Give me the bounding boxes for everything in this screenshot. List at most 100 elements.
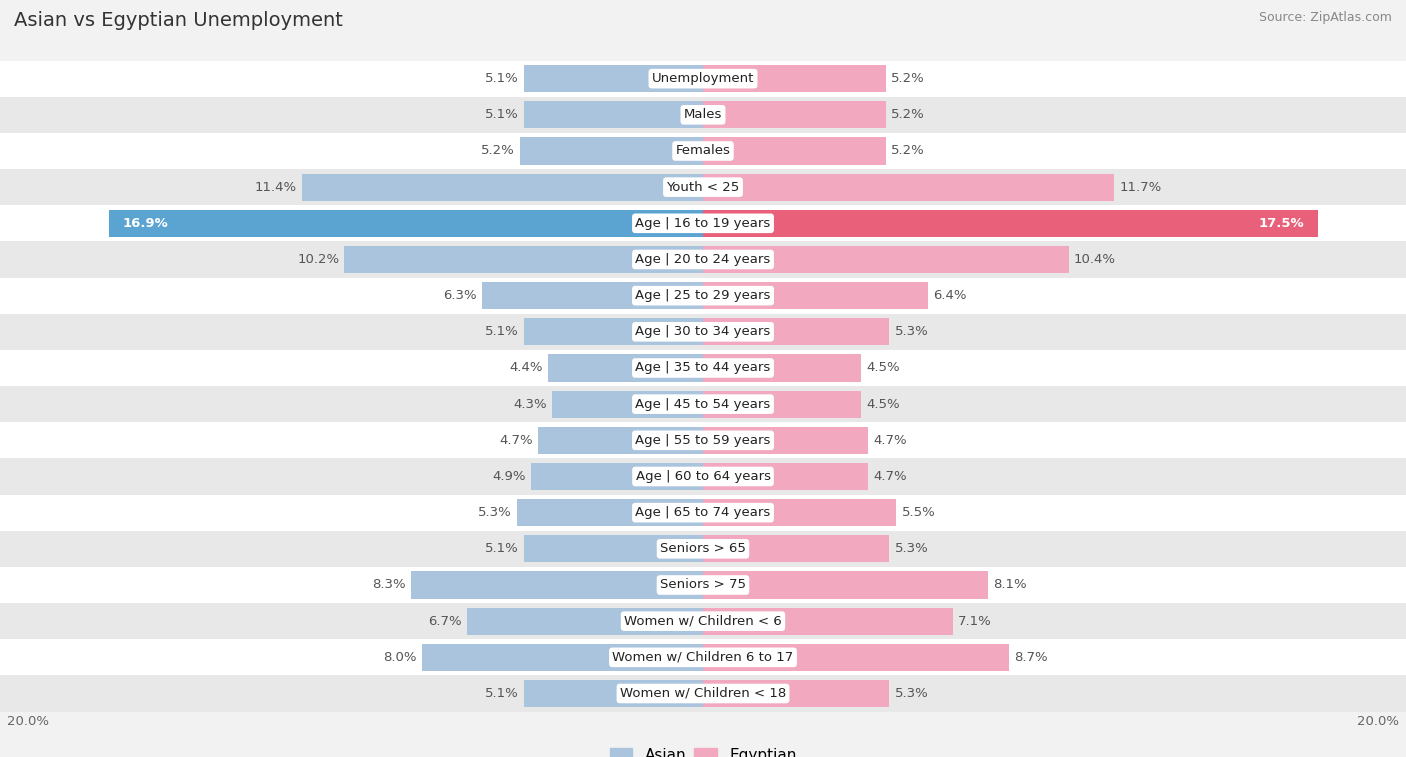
Text: Age | 45 to 54 years: Age | 45 to 54 years <box>636 397 770 410</box>
Text: Women w/ Children < 18: Women w/ Children < 18 <box>620 687 786 700</box>
Bar <box>537 427 703 454</box>
Text: 5.1%: 5.1% <box>485 72 519 85</box>
Text: Males: Males <box>683 108 723 121</box>
Bar <box>703 210 1319 237</box>
Text: 20.0%: 20.0% <box>7 715 49 728</box>
Bar <box>524 101 703 129</box>
Text: 5.1%: 5.1% <box>485 542 519 556</box>
Text: 8.1%: 8.1% <box>993 578 1026 591</box>
Text: 17.5%: 17.5% <box>1258 217 1305 230</box>
Bar <box>0 422 1406 459</box>
Text: Age | 20 to 24 years: Age | 20 to 24 years <box>636 253 770 266</box>
Text: 5.2%: 5.2% <box>891 72 925 85</box>
Text: Seniors > 75: Seniors > 75 <box>659 578 747 591</box>
Text: 6.7%: 6.7% <box>429 615 463 628</box>
Text: 5.3%: 5.3% <box>478 506 512 519</box>
Bar <box>551 391 703 418</box>
Text: 10.2%: 10.2% <box>297 253 339 266</box>
Bar <box>703 680 889 707</box>
Bar <box>524 535 703 562</box>
Text: 16.9%: 16.9% <box>124 217 169 230</box>
Text: 7.1%: 7.1% <box>957 615 991 628</box>
Bar <box>703 391 860 418</box>
Bar <box>110 210 703 237</box>
Bar <box>520 138 703 164</box>
Bar <box>703 65 886 92</box>
Bar <box>0 494 1406 531</box>
Bar <box>703 246 1069 273</box>
Bar <box>0 386 1406 422</box>
Bar <box>0 205 1406 241</box>
Text: Women w/ Children 6 to 17: Women w/ Children 6 to 17 <box>613 651 793 664</box>
Text: Age | 25 to 29 years: Age | 25 to 29 years <box>636 289 770 302</box>
Bar <box>548 354 703 382</box>
Bar <box>344 246 703 273</box>
Bar <box>703 101 886 129</box>
Text: 5.3%: 5.3% <box>894 326 928 338</box>
Text: 5.1%: 5.1% <box>485 687 519 700</box>
Bar <box>703 608 953 634</box>
Text: 4.9%: 4.9% <box>492 470 526 483</box>
Legend: Asian, Egyptian: Asian, Egyptian <box>603 742 803 757</box>
Bar <box>0 278 1406 313</box>
Text: Youth < 25: Youth < 25 <box>666 181 740 194</box>
Text: 5.2%: 5.2% <box>891 108 925 121</box>
Bar <box>412 572 703 599</box>
Text: 8.7%: 8.7% <box>1014 651 1047 664</box>
Bar <box>422 643 703 671</box>
Text: 5.2%: 5.2% <box>891 145 925 157</box>
Text: Age | 55 to 59 years: Age | 55 to 59 years <box>636 434 770 447</box>
Text: 5.2%: 5.2% <box>481 145 515 157</box>
Bar <box>302 173 703 201</box>
Bar <box>703 499 897 526</box>
Text: Females: Females <box>675 145 731 157</box>
Text: 10.4%: 10.4% <box>1074 253 1116 266</box>
Text: 6.3%: 6.3% <box>443 289 477 302</box>
Bar <box>703 282 928 309</box>
Bar <box>524 318 703 345</box>
Bar <box>0 639 1406 675</box>
Bar <box>0 313 1406 350</box>
Bar <box>0 97 1406 133</box>
Bar <box>0 531 1406 567</box>
Bar <box>0 61 1406 97</box>
Bar <box>703 138 886 164</box>
Bar <box>0 603 1406 639</box>
Text: Age | 16 to 19 years: Age | 16 to 19 years <box>636 217 770 230</box>
Bar <box>703 572 987 599</box>
Text: Seniors > 65: Seniors > 65 <box>659 542 747 556</box>
Bar <box>517 499 703 526</box>
Bar <box>0 675 1406 712</box>
Text: 11.4%: 11.4% <box>254 181 297 194</box>
Bar <box>0 350 1406 386</box>
Bar <box>0 133 1406 169</box>
Text: 4.5%: 4.5% <box>866 397 900 410</box>
Text: 4.7%: 4.7% <box>873 434 907 447</box>
Text: Age | 35 to 44 years: Age | 35 to 44 years <box>636 362 770 375</box>
Bar <box>481 282 703 309</box>
Text: Women w/ Children < 6: Women w/ Children < 6 <box>624 615 782 628</box>
Bar <box>467 608 703 634</box>
Text: 8.0%: 8.0% <box>382 651 416 664</box>
Text: Age | 30 to 34 years: Age | 30 to 34 years <box>636 326 770 338</box>
Text: Source: ZipAtlas.com: Source: ZipAtlas.com <box>1258 11 1392 24</box>
Text: 11.7%: 11.7% <box>1119 181 1161 194</box>
Text: Unemployment: Unemployment <box>652 72 754 85</box>
Text: 4.7%: 4.7% <box>499 434 533 447</box>
Bar <box>703 643 1010 671</box>
Bar <box>524 680 703 707</box>
Text: Age | 65 to 74 years: Age | 65 to 74 years <box>636 506 770 519</box>
Text: 8.3%: 8.3% <box>373 578 406 591</box>
Bar <box>703 354 860 382</box>
Bar <box>703 535 889 562</box>
Bar <box>703 463 869 490</box>
Bar <box>0 169 1406 205</box>
Text: Asian vs Egyptian Unemployment: Asian vs Egyptian Unemployment <box>14 11 343 30</box>
Text: 5.1%: 5.1% <box>485 326 519 338</box>
Bar <box>0 459 1406 494</box>
Text: 4.3%: 4.3% <box>513 397 547 410</box>
Bar <box>531 463 703 490</box>
Text: Age | 60 to 64 years: Age | 60 to 64 years <box>636 470 770 483</box>
Text: 5.3%: 5.3% <box>894 687 928 700</box>
Bar <box>703 173 1114 201</box>
